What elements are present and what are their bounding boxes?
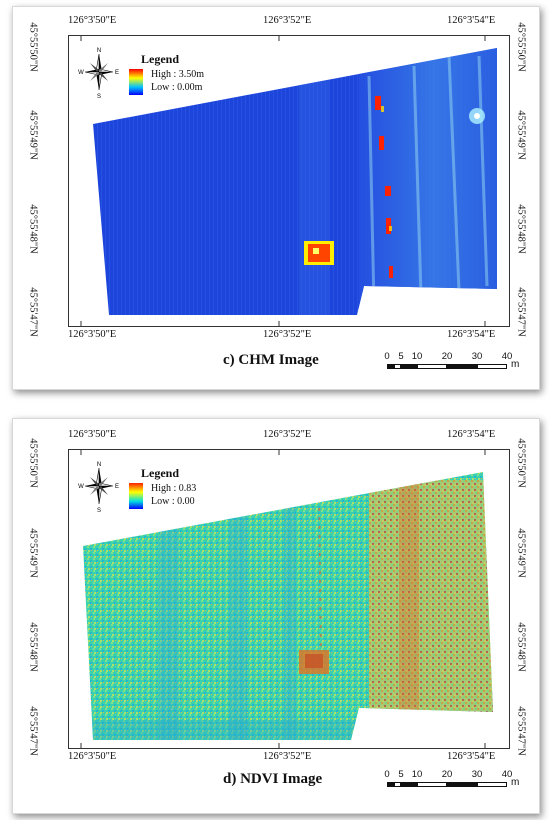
lon-label-bottom-1: 126°3'50"E xyxy=(68,751,117,762)
lon-label-top-3: 126°3'54"E xyxy=(447,429,496,440)
lat-label-left-1: 45°55'50"N xyxy=(27,438,39,488)
chm-legend-high: High : 3.50m xyxy=(151,69,205,80)
lon-label-top-1: 126°3'50"E xyxy=(68,429,117,440)
scale-tick-0: 0 xyxy=(384,351,390,362)
lon-label-bottom-2: 126°3'52"E xyxy=(263,751,312,762)
ndvi-legend-color-ramp xyxy=(129,483,143,509)
scale-tick-5: 5 xyxy=(398,769,404,780)
chm-legend-low: Low : 0.00m xyxy=(151,82,203,93)
scale-tick-10: 10 xyxy=(411,769,423,780)
ndvi-legend-low: Low : 0.00 xyxy=(151,496,195,507)
lat-label-left-1: 45°55'50"N xyxy=(27,22,39,72)
compass-w-label: W xyxy=(78,484,84,490)
lat-label-right-3: 45°55'48"N xyxy=(515,622,527,672)
scale-unit: m xyxy=(511,777,520,788)
lon-label-top-3: 126°3'54"E xyxy=(447,15,496,26)
lon-label-top-2: 126°3'52"E xyxy=(263,15,312,26)
lat-label-left-4: 45°55'47"N xyxy=(27,287,39,337)
compass-w-label: W xyxy=(78,70,84,76)
scale-tick-30: 30 xyxy=(471,351,483,362)
lat-label-right-1: 45°55'50"N xyxy=(515,22,527,72)
scale-tick-20: 20 xyxy=(441,769,453,780)
lat-label-left-3: 45°55'48"N xyxy=(27,622,39,672)
lat-label-right-1: 45°55'50"N xyxy=(515,438,527,488)
compass-n-label: N xyxy=(97,462,101,468)
lat-label-left-3: 45°55'48"N xyxy=(27,204,39,254)
chm-map-frame: N W E S Legend High : 3.50m Low : 0.00m xyxy=(68,35,510,327)
ndvi-legend-title: Legend xyxy=(141,466,180,480)
ndvi-map-frame: N W E S Legend High : 0.83 Low : 0.00 xyxy=(68,449,510,749)
ndvi-caption: d) NDVI Image xyxy=(223,771,323,787)
compass-n-label: N xyxy=(97,48,101,54)
chm-caption: c) CHM Image xyxy=(223,352,319,368)
lat-label-right-4: 45°55'47"N xyxy=(515,287,527,337)
scale-tick-40: 40 xyxy=(501,769,513,780)
ndvi-map-image xyxy=(80,450,493,748)
lon-label-bottom-3: 126°3'54"E xyxy=(447,329,496,340)
compass-e-label: E xyxy=(115,484,119,490)
lat-label-right-2: 45°55'49"N xyxy=(515,110,527,160)
lon-label-top-1: 126°3'50"E xyxy=(68,15,117,26)
chm-legend-title: Legend xyxy=(141,52,180,66)
scale-tick-30: 30 xyxy=(471,769,483,780)
scale-tick-0: 0 xyxy=(384,769,390,780)
scale-unit: m xyxy=(511,359,520,370)
lon-label-top-2: 126°3'52"E xyxy=(263,429,312,440)
north-arrow-compass-icon: N W E S xyxy=(78,462,119,514)
lat-label-right-2: 45°55'49"N xyxy=(515,528,527,578)
ndvi-legend-high: High : 0.83 xyxy=(151,483,197,494)
ndvi-scale-bar: 0 5 10 20 30 40 m xyxy=(384,769,525,795)
lat-label-left-2: 45°55'49"N xyxy=(27,110,39,160)
chm-legend: Legend High : 3.50m Low : 0.00m xyxy=(129,52,239,95)
chm-map-image xyxy=(80,36,497,326)
lat-label-right-3: 45°55'48"N xyxy=(515,204,527,254)
chm-legend-color-ramp xyxy=(129,69,143,95)
lat-label-left-4: 45°55'47"N xyxy=(27,706,39,756)
ndvi-legend: Legend High : 0.83 Low : 0.00 xyxy=(129,466,239,509)
chm-figure-panel: 126°3'50"E 126°3'52"E 126°3'54"E 45°55'5… xyxy=(12,6,540,390)
lon-label-bottom-3: 126°3'54"E xyxy=(447,751,496,762)
compass-s-label: S xyxy=(97,94,101,100)
lon-label-bottom-2: 126°3'52"E xyxy=(263,329,312,340)
scale-tick-5: 5 xyxy=(398,351,404,362)
lat-label-left-2: 45°55'49"N xyxy=(27,528,39,578)
chm-scale-bar: 0 5 10 20 30 40 m xyxy=(384,351,525,377)
compass-e-label: E xyxy=(115,70,119,76)
compass-s-label: S xyxy=(97,508,101,514)
scale-tick-20: 20 xyxy=(441,351,453,362)
scale-tick-10: 10 xyxy=(411,351,423,362)
lat-label-right-4: 45°55'47"N xyxy=(515,706,527,756)
north-arrow-compass-icon: N W E S xyxy=(78,48,119,100)
ndvi-figure-panel: 126°3'50"E 126°3'52"E 126°3'54"E 45°55'5… xyxy=(12,418,540,814)
lon-label-bottom-1: 126°3'50"E xyxy=(68,329,117,340)
scale-tick-40: 40 xyxy=(501,351,513,362)
